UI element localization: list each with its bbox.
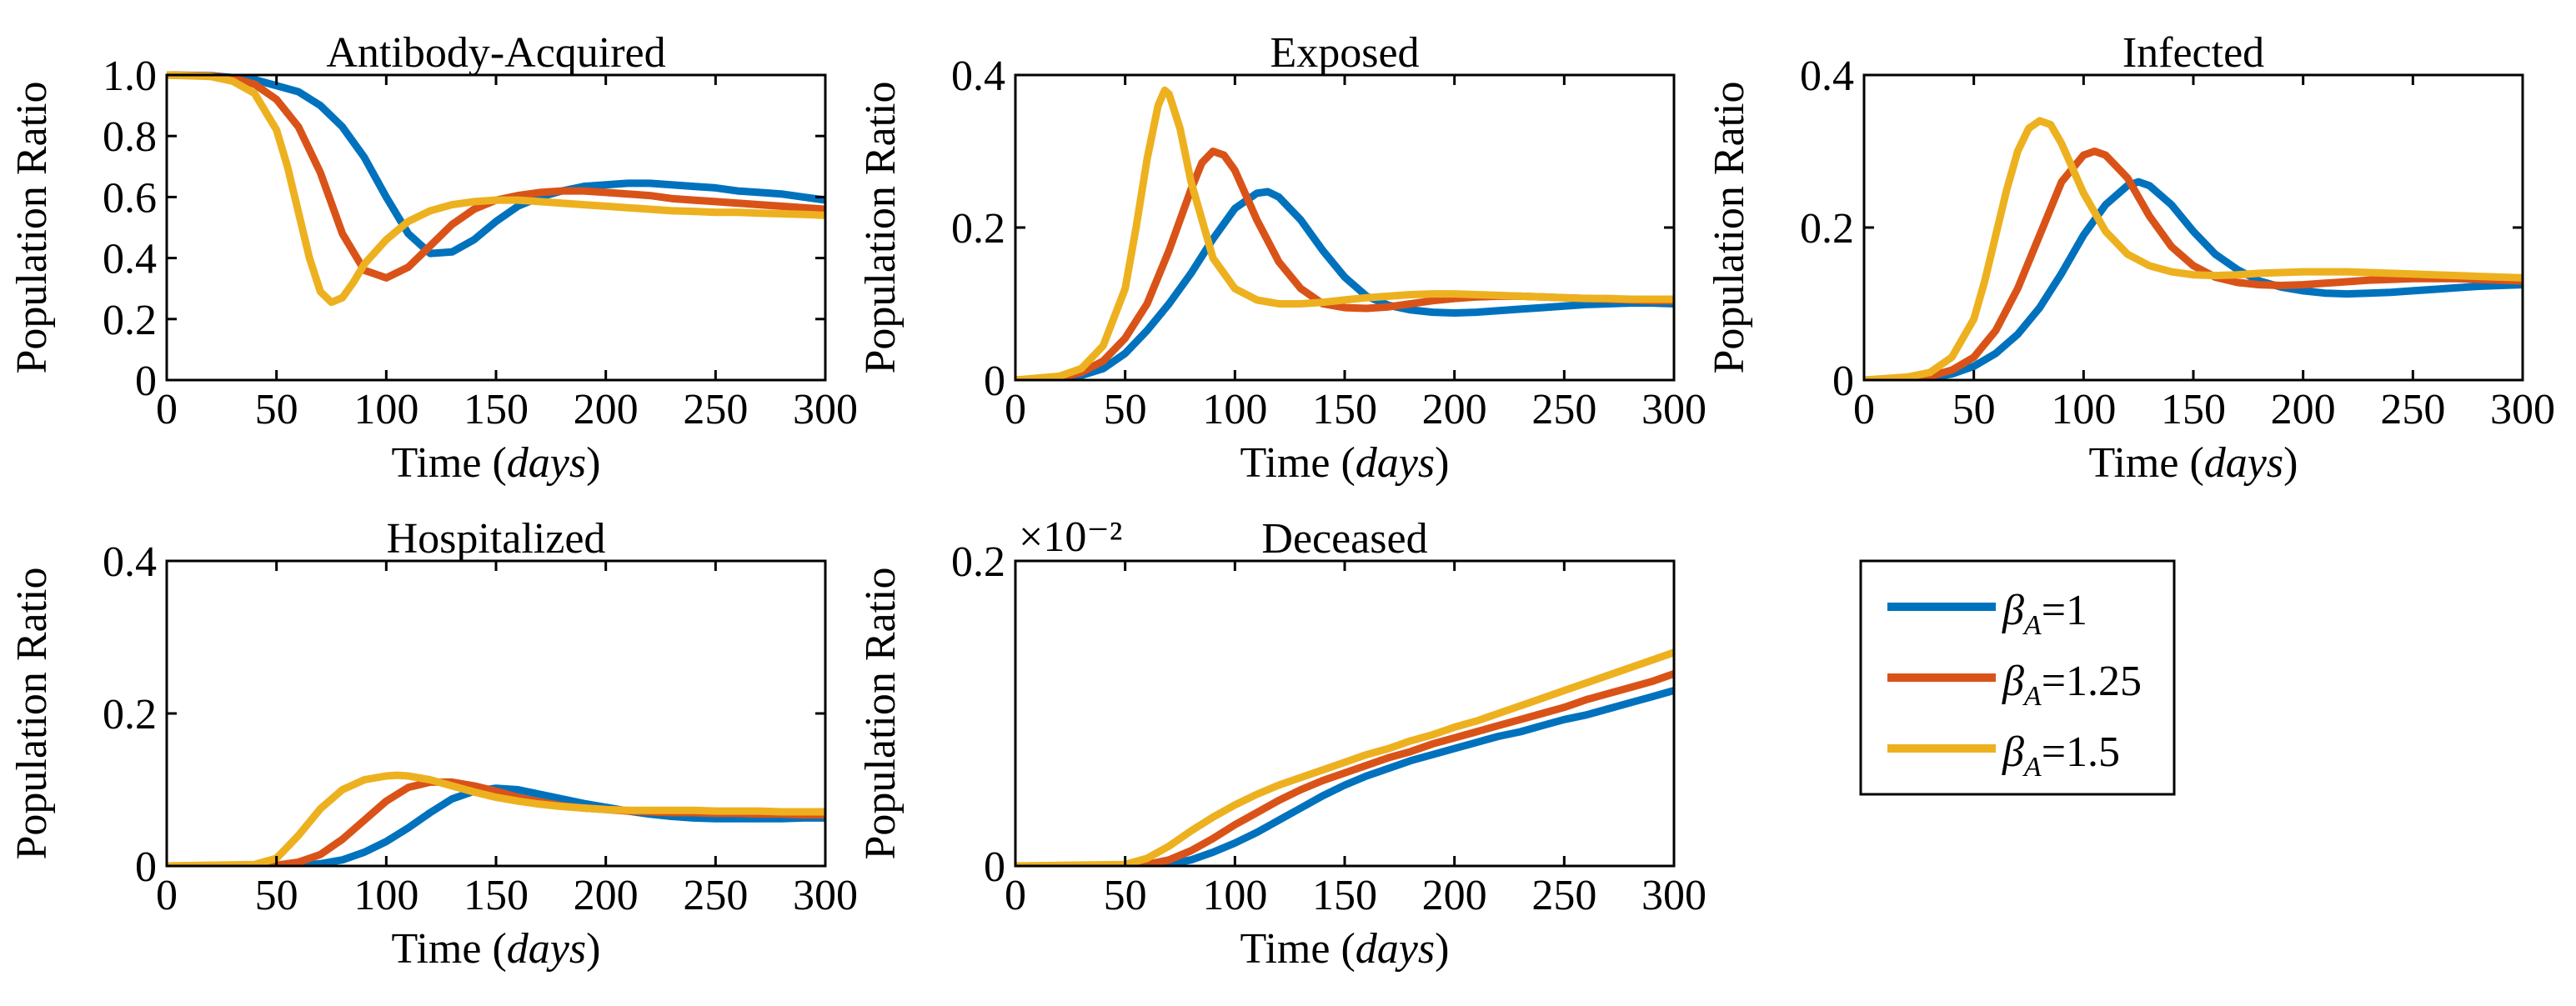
y-tick-label: 0.4 bbox=[951, 53, 1005, 100]
x-tick-label: 100 bbox=[2051, 386, 2116, 433]
x-tick-label: 50 bbox=[255, 872, 298, 919]
series-line-2 bbox=[1015, 648, 1674, 866]
y-axis-label: Population Ratio bbox=[857, 568, 905, 860]
x-tick-label: 0 bbox=[1853, 386, 1875, 433]
x-axis-label: Time (days) bbox=[1240, 439, 1450, 487]
panels: 0 50 100 150 200 250 300 0 0.2 0.4 0.6 0.8 1.0 Antibo… bbox=[8, 29, 2555, 973]
panel-title: Infected bbox=[2122, 29, 2264, 77]
x-tick-label: 300 bbox=[2490, 386, 2555, 433]
x-tick-label: 250 bbox=[683, 386, 748, 433]
legend-label-0: βA=1 bbox=[2002, 587, 2087, 641]
x-tick-label: 0 bbox=[156, 872, 178, 919]
y-tick-label: 0.4 bbox=[103, 236, 157, 283]
y-tick-label: 0.2 bbox=[103, 297, 157, 344]
panel-title: Deceased bbox=[1261, 515, 1427, 563]
x-tick-label: 150 bbox=[1312, 386, 1377, 433]
y-tick-label: 0 bbox=[984, 358, 1005, 405]
x-tick-label: 50 bbox=[1104, 872, 1147, 919]
y-tick-label: 0.2 bbox=[951, 538, 1005, 586]
x-tick-label: 150 bbox=[1312, 872, 1377, 919]
series-line-0 bbox=[1864, 178, 2523, 380]
y-axis-label: Population Ratio bbox=[1706, 82, 1753, 374]
series-line-0 bbox=[167, 784, 825, 866]
x-tick-label: 200 bbox=[1422, 872, 1487, 919]
y-axis-label: Population Ratio bbox=[857, 82, 905, 374]
x-tick-label: 0 bbox=[1005, 386, 1026, 433]
x-tick-label: 250 bbox=[683, 872, 748, 919]
y-axis-label: Population Ratio bbox=[8, 82, 56, 374]
x-tick-label: 50 bbox=[1952, 386, 1996, 433]
series-line-0 bbox=[1015, 687, 1674, 866]
y-tick-label: 0.6 bbox=[103, 174, 157, 222]
y-tick-label: 1.0 bbox=[103, 53, 157, 100]
panel-title: Hospitalized bbox=[387, 515, 606, 563]
x-tick-label: 250 bbox=[1531, 872, 1596, 919]
legend-entry-2: βA=1.5 bbox=[1887, 728, 2120, 783]
x-tick-label: 150 bbox=[2161, 386, 2226, 433]
panel-3: 0 50 100 150 200 250 300 0 0.2 0.4 Hospitalized Tim… bbox=[8, 515, 858, 973]
x-tick-label: 300 bbox=[793, 386, 858, 433]
series-line-2 bbox=[167, 71, 825, 307]
y-axis-label: Population Ratio bbox=[8, 568, 56, 860]
y-tick-label: 0 bbox=[984, 843, 1005, 891]
x-tick-label: 250 bbox=[2380, 386, 2445, 433]
y-tick-label: 0.2 bbox=[1800, 205, 1854, 253]
x-tick-label: 300 bbox=[793, 872, 858, 919]
x-tick-label: 50 bbox=[255, 386, 298, 433]
x-tick-label: 200 bbox=[1422, 386, 1487, 433]
panel-title: Antibody-Acquired bbox=[326, 29, 665, 77]
x-tick-label: 0 bbox=[1005, 872, 1026, 919]
legend-entry-1: βA=1.25 bbox=[1887, 658, 2142, 712]
x-axis-label: Time (days) bbox=[392, 925, 601, 973]
series-line-2 bbox=[167, 771, 825, 866]
legend-label-2: βA=1.5 bbox=[2002, 728, 2120, 783]
x-axis-label: Time (days) bbox=[1240, 925, 1450, 973]
y-tick-label: 0 bbox=[135, 843, 157, 891]
legend-label-1: βA=1.25 bbox=[2002, 658, 2142, 712]
series-line-2 bbox=[1015, 86, 1674, 380]
series-line-0 bbox=[1015, 188, 1674, 380]
y-tick-label: 0.2 bbox=[951, 205, 1005, 253]
series-line-1 bbox=[1864, 148, 2523, 380]
x-tick-label: 0 bbox=[156, 386, 178, 433]
legend: βA=1 βA=1.25 βA=1.5 bbox=[1859, 559, 2176, 796]
x-tick-label: 100 bbox=[353, 872, 418, 919]
panel-0: 0 50 100 150 200 250 300 0 0.2 0.4 0.6 0.8 1.0 Antibo… bbox=[8, 29, 858, 487]
x-tick-label: 50 bbox=[1104, 386, 1147, 433]
x-tick-label: 200 bbox=[2271, 386, 2336, 433]
x-tick-label: 100 bbox=[353, 386, 418, 433]
y-tick-label: 0 bbox=[135, 358, 157, 405]
x-tick-label: 200 bbox=[574, 872, 639, 919]
y-tick-label: 0.8 bbox=[103, 113, 157, 161]
y-tick-label: 0.4 bbox=[103, 538, 157, 586]
x-tick-label: 300 bbox=[1641, 872, 1706, 919]
x-tick-label: 150 bbox=[464, 872, 529, 919]
series-line-2 bbox=[1864, 117, 2523, 380]
y-tick-label: 0 bbox=[1832, 358, 1854, 405]
x-tick-label: 100 bbox=[1202, 872, 1267, 919]
y-tick-label: 0.2 bbox=[103, 691, 157, 738]
panel-1: 0 50 100 150 200 250 300 0 0.2 0.4 Exposed Time (da… bbox=[857, 29, 1706, 487]
x-axis-label: Time (days) bbox=[392, 439, 601, 487]
x-axis-label: Time (days) bbox=[2089, 439, 2298, 487]
x-tick-label: 250 bbox=[1531, 386, 1596, 433]
legend-entry-0: βA=1 bbox=[1887, 587, 2087, 641]
y-tick-label: 0.4 bbox=[1800, 53, 1854, 100]
x-tick-label: 300 bbox=[1641, 386, 1706, 433]
x-tick-label: 150 bbox=[464, 386, 529, 433]
panel-4: 0 50 100 150 200 250 300 0 0.2 Deceased Time (days… bbox=[857, 513, 1706, 973]
axis-exponent-label: ×10⁻² bbox=[1019, 513, 1122, 561]
x-tick-label: 100 bbox=[1202, 386, 1267, 433]
panel-2: 0 50 100 150 200 250 300 0 0.2 0.4 Infected Time (d… bbox=[1706, 29, 2555, 487]
x-tick-label: 200 bbox=[574, 386, 639, 433]
panel-title: Exposed bbox=[1270, 29, 1419, 77]
series-line-1 bbox=[1015, 670, 1674, 866]
